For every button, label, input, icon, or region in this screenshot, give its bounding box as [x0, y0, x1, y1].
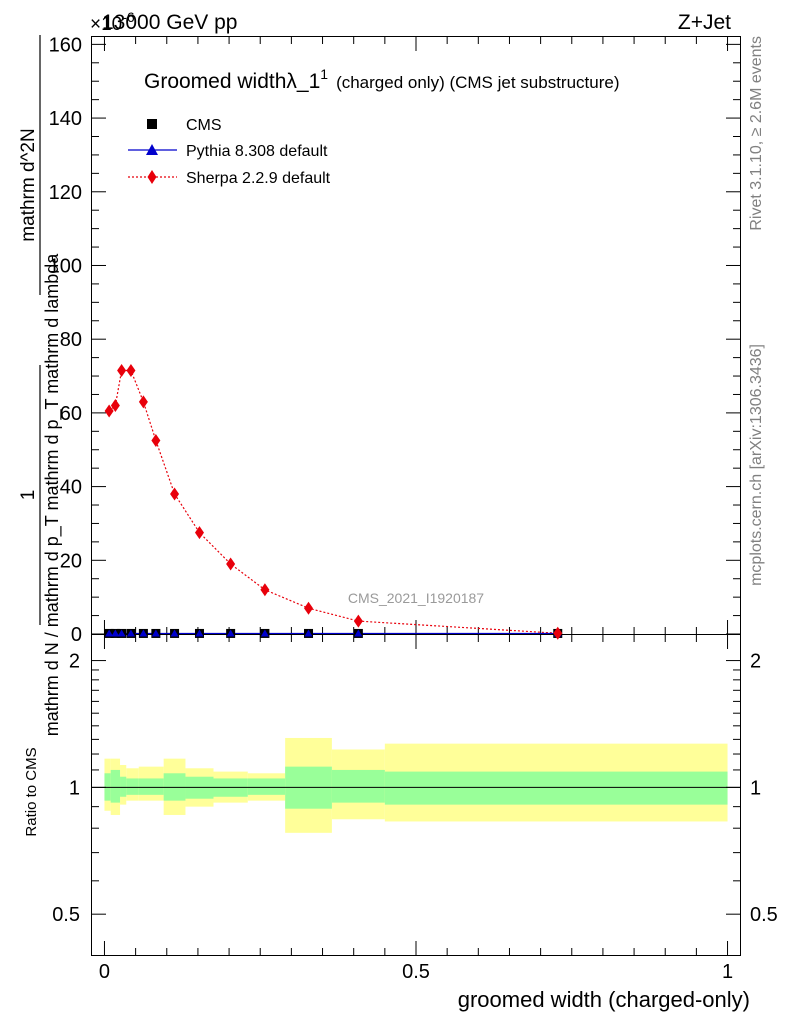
legend-sherpa-marker [147, 170, 157, 184]
ratio-y-tick-label-right: 2 [750, 651, 761, 673]
process-label: Z+Jet [678, 11, 731, 34]
pythia-point [195, 629, 204, 637]
ratio-inner-band [120, 776, 127, 797]
ratio-y-ticks: 0.5 0.5 1 1 2 2 [52, 651, 778, 927]
main-y-tick-label: 80 [60, 329, 82, 351]
sherpa-line [108, 369, 558, 634]
main-y-tick-label: 20 [60, 550, 82, 572]
legend-cms-label: CMS [186, 117, 222, 134]
sherpa-point [226, 557, 236, 571]
ratio-y-tick-label-right: 1 [750, 777, 761, 799]
main-y-tick-label: 100 [49, 255, 82, 277]
ratio-inner-band [247, 778, 286, 795]
legend-sherpa-label: Sherpa 2.2.9 default [186, 170, 331, 187]
series-layer [104, 364, 563, 640]
legend-cms-marker [147, 119, 157, 129]
sherpa-point [353, 614, 363, 628]
pythia-point [354, 629, 363, 637]
x-tick-label: 0.5 [402, 961, 430, 983]
y-label-denominator: mathrm d N / mathrm d p_T mathrm d p_T m… [42, 253, 63, 736]
ratio-inner-band [384, 771, 728, 805]
sherpa-point [260, 583, 270, 597]
main-y-tick-label: 160 [49, 34, 82, 56]
y-label-numerator: 1 [18, 490, 39, 501]
pythia-point [105, 629, 114, 637]
main-y-tick-label: 40 [60, 477, 82, 499]
ratio-inner-band [126, 778, 139, 795]
main-y-tick-label: 120 [49, 182, 82, 204]
main-y-tick-label: 60 [60, 403, 82, 425]
main-title-lambda: λ_1 [286, 70, 320, 93]
sherpa-point [117, 364, 127, 378]
main-y-ticks: 0 20 40 60 80 100 120 140 160 [49, 34, 740, 646]
ratio-y-axis-label: Ratio to CMS [23, 747, 40, 836]
ratio-inner-band [331, 769, 385, 803]
analysis-watermark: CMS_2021_I1920187 [348, 590, 484, 606]
ratio-bands [104, 737, 728, 833]
sherpa-point [304, 601, 314, 615]
sherpa-point [553, 626, 563, 640]
x-tick-label: 0 [99, 961, 110, 983]
pythia-point [126, 629, 135, 637]
sherpa-point [138, 395, 148, 409]
x-axis-label: groomed width (charged-only) [458, 987, 750, 1012]
legend-pythia-label: Pythia 8.308 default [186, 143, 328, 160]
main-title-text: Groomed width [144, 70, 286, 93]
rivet-label: Rivet 3.1.10, ≥ 2.6M events [748, 36, 765, 231]
pythia-point [170, 629, 179, 637]
main-title: Groomed widthλ_11 (charged only) (CMS jet… [144, 66, 620, 93]
site-label: mcplots.cern.ch [arXiv:1306.3436] [748, 344, 765, 586]
main-y-axis-label: 1 mathrm d N / mathrm d p_T mathrm d p_T… [18, 35, 63, 736]
main-y-tick-label: 140 [49, 108, 82, 130]
ratio-plot-frame [91, 634, 741, 956]
pythia-point [151, 629, 160, 637]
pythia-point [139, 629, 148, 637]
legend-pythia-marker [146, 144, 158, 155]
x-tick-label: 1 [722, 961, 733, 983]
pythia-point [111, 629, 120, 637]
energy-label: 13000 GeV pp [102, 11, 237, 34]
ratio-inner-band [138, 778, 164, 795]
ratio-y-tick-label-right: 0.5 [750, 904, 778, 926]
pythia-point [117, 629, 126, 637]
x-ticks: 0 0.5 1 [99, 37, 733, 983]
sherpa-point [194, 526, 204, 540]
sherpa-point [110, 399, 120, 413]
ratio-y-tick-label: 1 [69, 777, 80, 799]
y-label-right-numerator: mathrm d^2N [18, 128, 39, 241]
sherpa-point [104, 404, 114, 418]
main-title-suffix: (charged only) (CMS jet substructure) [336, 73, 619, 92]
main-title-lambda-sup: 1 [320, 66, 328, 82]
legend: CMS Pythia 8.308 default Sherpa 2.2.9 de… [128, 117, 331, 187]
main-y-tick-label: 0 [71, 624, 82, 646]
pythia-point [304, 629, 313, 637]
ratio-y-tick-label: 2 [69, 651, 80, 673]
sherpa-point [151, 434, 161, 448]
ratio-inner-band [110, 769, 121, 803]
sherpa-point [126, 364, 136, 378]
exponent-label: ×10-6 [90, 9, 135, 35]
ratio-y-tick-label: 0.5 [52, 904, 80, 926]
exponent-power: -6 [122, 9, 135, 25]
sherpa-point [170, 487, 180, 501]
pythia-point [260, 629, 269, 637]
pythia-point [226, 629, 235, 637]
